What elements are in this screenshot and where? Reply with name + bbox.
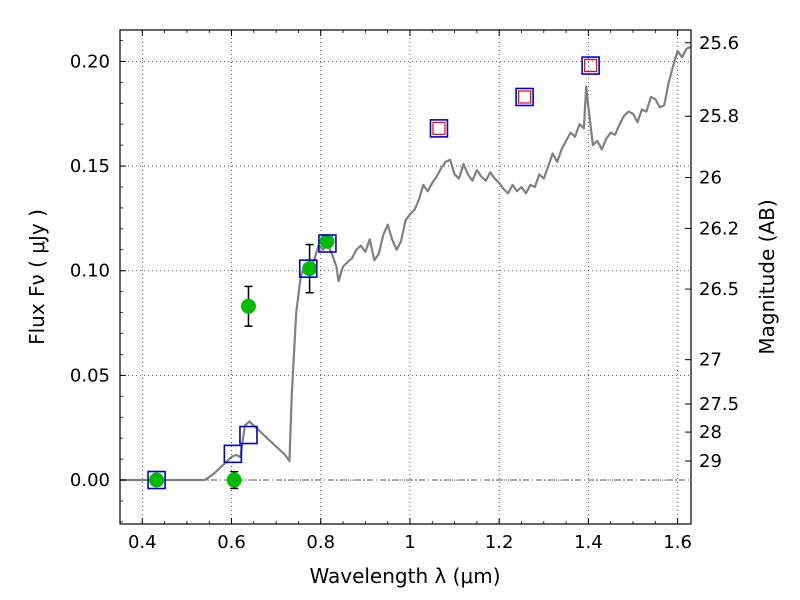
right-tick-label: 26 xyxy=(699,168,722,189)
red-square-marker xyxy=(584,58,598,73)
x-tick-label: 0.4 xyxy=(128,532,157,553)
right-tick-label: 27 xyxy=(699,350,722,371)
green-data-point xyxy=(302,261,318,277)
green-data-point xyxy=(240,298,256,314)
blue-square-marker xyxy=(581,56,600,75)
model-spectrum-line xyxy=(120,45,692,482)
right-tick-label: 26.5 xyxy=(699,279,739,300)
right-axis-label: Magnitude (AB) xyxy=(755,199,779,354)
x-tick-label: 1.2 xyxy=(485,532,514,553)
y-axis-label: Flux Fν ( μJy ) xyxy=(25,209,49,345)
blue-square-marker xyxy=(298,259,318,278)
x-tick-label: 1 xyxy=(404,532,415,553)
right-tick-label: 27.5 xyxy=(699,394,739,415)
right-tick-label: 26.2 xyxy=(699,218,739,239)
blue-square-marker xyxy=(515,87,534,107)
marker-layer xyxy=(147,56,600,490)
red-square-marker xyxy=(432,121,446,135)
x-tick-label: 0.8 xyxy=(306,532,335,553)
right-tick-label: 25.8 xyxy=(699,106,739,127)
right-tick-label: 28 xyxy=(699,422,722,443)
blue-square-marker xyxy=(429,119,449,138)
y-tick-label: 0.15 xyxy=(70,156,110,177)
x-tick-label: 1.4 xyxy=(574,532,603,553)
y-tick-label: 0.20 xyxy=(70,51,110,72)
green-data-point xyxy=(319,233,335,249)
y-tick-label: 0.00 xyxy=(70,470,110,491)
green-data-point xyxy=(149,472,165,488)
green-data-point xyxy=(226,472,242,488)
right-tick-label: 25.6 xyxy=(699,33,739,54)
y-tick-label: 0.10 xyxy=(70,261,110,282)
blue-square-marker xyxy=(318,234,337,253)
right-tick-label: 29 xyxy=(699,451,722,472)
model-spectrum-layer xyxy=(120,45,692,482)
blue-square-marker xyxy=(147,470,166,490)
tick-layer: 0.4 0.6 0.8 1 1.2 1.4 1.6 0.00 0.05 0.10 0.15 0.20 2… xyxy=(70,30,739,553)
grid-layer xyxy=(120,30,691,524)
blue-square-marker xyxy=(239,425,258,445)
plot-frame xyxy=(119,29,692,525)
x-axis-label: Wavelength λ (μm) xyxy=(309,564,500,588)
red-square-marker xyxy=(518,90,532,104)
x-tick-label: 1.6 xyxy=(663,532,692,553)
y-tick-label: 0.05 xyxy=(70,365,110,386)
blue-square-marker xyxy=(223,444,243,464)
x-tick-label: 0.6 xyxy=(217,532,246,553)
